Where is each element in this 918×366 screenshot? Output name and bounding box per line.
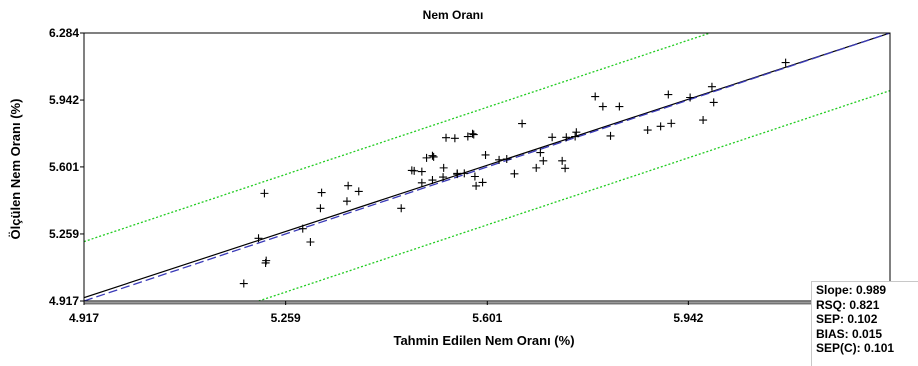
data-point — [472, 181, 481, 190]
data-points — [239, 58, 790, 288]
data-point — [561, 164, 570, 173]
data-point — [298, 224, 307, 233]
data-point — [460, 169, 469, 178]
data-point — [781, 58, 790, 67]
stat-label: SEP(C) — [816, 341, 857, 356]
data-point — [254, 234, 263, 243]
data-point — [453, 169, 462, 178]
data-point — [342, 197, 351, 206]
stat-rsq: RSQ: 0.821 — [816, 297, 880, 312]
data-point — [417, 178, 426, 187]
line-dotted-3 — [256, 90, 890, 301]
data-point — [615, 102, 624, 111]
y-tick-label: 4.917 — [49, 294, 79, 308]
data-point — [428, 151, 437, 160]
stat-sepc: SEP(C): 0.101 — [816, 341, 895, 356]
y-axis-label: Ölçülen Nem Oranı (%) — [8, 99, 23, 240]
data-point — [317, 188, 326, 197]
data-point — [354, 187, 363, 196]
y-tick-label: 6.284 — [49, 26, 79, 40]
y-tick-label: 5.259 — [49, 227, 79, 241]
data-point — [463, 132, 472, 141]
stat-slope: Slope: 0.989 — [816, 283, 887, 297]
data-point — [470, 172, 479, 181]
data-point — [468, 129, 477, 138]
data-point — [536, 148, 545, 157]
data-point — [316, 204, 325, 213]
stat-label: BIAS — [816, 326, 845, 341]
data-point — [548, 133, 557, 142]
data-point — [417, 167, 426, 176]
x-tick-label: 5.601 — [472, 311, 502, 325]
data-point — [532, 163, 541, 172]
data-point — [539, 156, 548, 165]
data-point — [306, 237, 315, 246]
stat-bias: BIAS: 0.015 — [816, 326, 883, 341]
data-point — [707, 82, 716, 91]
data-point — [562, 133, 571, 142]
data-point — [450, 134, 459, 143]
data-point — [442, 133, 451, 142]
data-point — [344, 181, 353, 190]
stat-value: 0.015 — [852, 326, 883, 341]
data-point — [428, 176, 437, 185]
y-axis-ticks: 6.284 5.942 5.601 5.259 4.917 — [49, 26, 84, 308]
stat-value: 0.989 — [856, 283, 887, 297]
chart-title: Nem Oranı — [423, 8, 484, 22]
data-point — [606, 131, 615, 140]
x-axis-label: Tahmin Edilen Nem Oranı (%) — [393, 333, 574, 348]
data-point — [699, 116, 708, 125]
data-point — [239, 279, 248, 288]
data-point — [518, 119, 527, 128]
data-point — [643, 126, 652, 135]
data-point — [572, 128, 581, 137]
line-dotted-2 — [84, 33, 713, 243]
data-point — [397, 204, 406, 213]
data-point — [591, 92, 600, 101]
stat-value: 0.821 — [849, 297, 880, 312]
data-point — [667, 119, 676, 128]
data-point — [422, 153, 431, 162]
stat-value: 0.102 — [847, 312, 878, 327]
data-point — [558, 156, 567, 165]
stat-value: 0.101 — [864, 341, 895, 356]
data-point — [439, 163, 448, 172]
stat-label: Slope — [816, 283, 849, 297]
data-point — [262, 256, 271, 265]
data-point — [439, 173, 448, 182]
stat-sep: SEP: 0.102 — [816, 312, 878, 327]
x-tick-label: 5.259 — [271, 311, 301, 325]
data-point — [502, 155, 511, 164]
data-point — [598, 102, 607, 111]
data-point — [410, 166, 419, 175]
reference-lines — [84, 33, 890, 301]
data-point — [571, 132, 580, 141]
data-point — [429, 152, 438, 161]
data-point — [495, 155, 504, 164]
data-point — [260, 189, 269, 198]
stat-label: SEP — [816, 312, 841, 327]
line-dashed-1 — [84, 33, 890, 301]
data-point — [510, 169, 519, 178]
data-point — [656, 122, 665, 131]
data-point — [664, 90, 673, 99]
y-tick-label: 5.601 — [49, 160, 79, 174]
data-point — [709, 98, 718, 107]
data-point — [469, 130, 478, 139]
stat-label: RSQ — [816, 297, 843, 312]
data-point — [686, 93, 695, 102]
x-tick-label: 4.917 — [69, 311, 99, 325]
y-tick-label: 5.942 — [49, 93, 79, 107]
x-tick-label: 5.942 — [673, 311, 703, 325]
statistics-box: Slope: 0.989 RSQ: 0.821 SEP: 0.102 BIAS:… — [811, 281, 918, 366]
data-point — [481, 150, 490, 159]
data-point — [478, 178, 487, 187]
